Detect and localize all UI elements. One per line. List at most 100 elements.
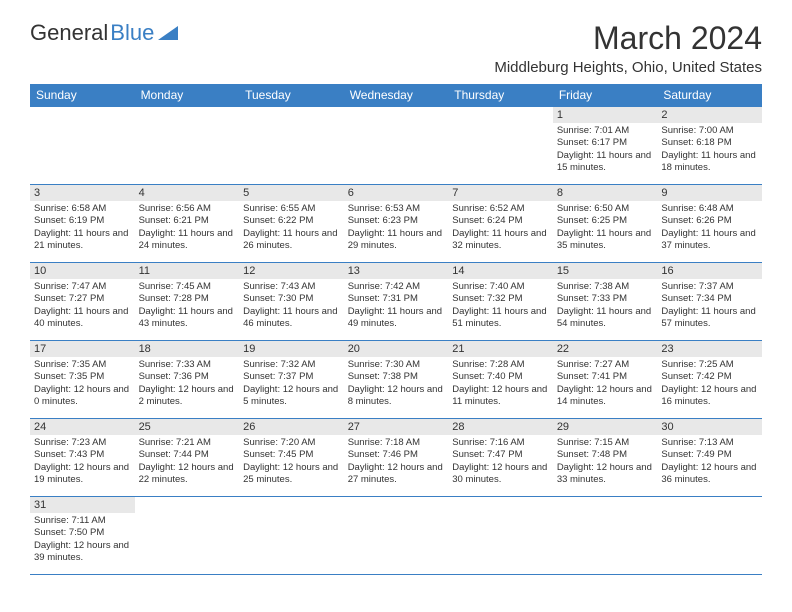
day-number: 17 <box>30 341 135 357</box>
day-details: Sunrise: 7:23 AMSunset: 7:43 PMDaylight:… <box>30 435 135 488</box>
calendar-cell: 8Sunrise: 6:50 AMSunset: 6:25 PMDaylight… <box>553 185 658 263</box>
calendar-row: 3Sunrise: 6:58 AMSunset: 6:19 PMDaylight… <box>30 185 762 263</box>
calendar-table: SundayMondayTuesdayWednesdayThursdayFrid… <box>30 84 762 575</box>
calendar-cell: 31Sunrise: 7:11 AMSunset: 7:50 PMDayligh… <box>30 497 135 575</box>
calendar-cell: 4Sunrise: 6:56 AMSunset: 6:21 PMDaylight… <box>135 185 240 263</box>
day-number: 30 <box>657 419 762 435</box>
day-number: 27 <box>344 419 449 435</box>
calendar-cell <box>657 497 762 575</box>
day-number: 16 <box>657 263 762 279</box>
day-number: 9 <box>657 185 762 201</box>
calendar-cell: 19Sunrise: 7:32 AMSunset: 7:37 PMDayligh… <box>239 341 344 419</box>
day-details: Sunrise: 6:53 AMSunset: 6:23 PMDaylight:… <box>344 201 449 254</box>
day-details: Sunrise: 7:45 AMSunset: 7:28 PMDaylight:… <box>135 279 240 332</box>
day-number: 28 <box>448 419 553 435</box>
calendar-cell: 29Sunrise: 7:15 AMSunset: 7:48 PMDayligh… <box>553 419 658 497</box>
calendar-cell: 25Sunrise: 7:21 AMSunset: 7:44 PMDayligh… <box>135 419 240 497</box>
calendar-cell: 22Sunrise: 7:27 AMSunset: 7:41 PMDayligh… <box>553 341 658 419</box>
logo: GeneralBlue <box>30 20 178 46</box>
day-details: Sunrise: 7:30 AMSunset: 7:38 PMDaylight:… <box>344 357 449 410</box>
day-number: 25 <box>135 419 240 435</box>
calendar-cell <box>448 107 553 185</box>
day-details: Sunrise: 7:20 AMSunset: 7:45 PMDaylight:… <box>239 435 344 488</box>
day-number: 31 <box>30 497 135 513</box>
day-details: Sunrise: 7:43 AMSunset: 7:30 PMDaylight:… <box>239 279 344 332</box>
calendar-cell: 23Sunrise: 7:25 AMSunset: 7:42 PMDayligh… <box>657 341 762 419</box>
weekday-header: Wednesday <box>344 84 449 107</box>
day-number: 2 <box>657 107 762 123</box>
calendar-cell: 30Sunrise: 7:13 AMSunset: 7:49 PMDayligh… <box>657 419 762 497</box>
calendar-cell: 6Sunrise: 6:53 AMSunset: 6:23 PMDaylight… <box>344 185 449 263</box>
calendar-cell: 9Sunrise: 6:48 AMSunset: 6:26 PMDaylight… <box>657 185 762 263</box>
day-number: 21 <box>448 341 553 357</box>
calendar-cell <box>448 497 553 575</box>
day-details: Sunrise: 7:16 AMSunset: 7:47 PMDaylight:… <box>448 435 553 488</box>
day-details: Sunrise: 7:37 AMSunset: 7:34 PMDaylight:… <box>657 279 762 332</box>
day-details: Sunrise: 6:52 AMSunset: 6:24 PMDaylight:… <box>448 201 553 254</box>
logo-text-blue: Blue <box>110 20 154 46</box>
calendar-cell <box>553 497 658 575</box>
day-details: Sunrise: 6:55 AMSunset: 6:22 PMDaylight:… <box>239 201 344 254</box>
day-number: 1 <box>553 107 658 123</box>
day-details: Sunrise: 7:35 AMSunset: 7:35 PMDaylight:… <box>30 357 135 410</box>
day-number: 5 <box>239 185 344 201</box>
header: GeneralBlue March 2024 Middleburg Height… <box>30 20 762 76</box>
logo-text-general: General <box>30 20 108 46</box>
weekday-header: Sunday <box>30 84 135 107</box>
calendar-cell <box>135 497 240 575</box>
calendar-row: 24Sunrise: 7:23 AMSunset: 7:43 PMDayligh… <box>30 419 762 497</box>
day-details: Sunrise: 7:47 AMSunset: 7:27 PMDaylight:… <box>30 279 135 332</box>
day-number: 23 <box>657 341 762 357</box>
day-number: 19 <box>239 341 344 357</box>
day-details: Sunrise: 7:28 AMSunset: 7:40 PMDaylight:… <box>448 357 553 410</box>
weekday-header: Tuesday <box>239 84 344 107</box>
day-number: 29 <box>553 419 658 435</box>
day-details: Sunrise: 6:48 AMSunset: 6:26 PMDaylight:… <box>657 201 762 254</box>
day-details: Sunrise: 7:27 AMSunset: 7:41 PMDaylight:… <box>553 357 658 410</box>
day-details: Sunrise: 7:00 AMSunset: 6:18 PMDaylight:… <box>657 123 762 176</box>
day-number: 22 <box>553 341 658 357</box>
calendar-cell: 27Sunrise: 7:18 AMSunset: 7:46 PMDayligh… <box>344 419 449 497</box>
day-number: 6 <box>344 185 449 201</box>
calendar-cell: 5Sunrise: 6:55 AMSunset: 6:22 PMDaylight… <box>239 185 344 263</box>
weekday-header-row: SundayMondayTuesdayWednesdayThursdayFrid… <box>30 84 762 107</box>
calendar-cell: 12Sunrise: 7:43 AMSunset: 7:30 PMDayligh… <box>239 263 344 341</box>
day-number: 14 <box>448 263 553 279</box>
day-number: 18 <box>135 341 240 357</box>
calendar-row: 31Sunrise: 7:11 AMSunset: 7:50 PMDayligh… <box>30 497 762 575</box>
calendar-cell: 14Sunrise: 7:40 AMSunset: 7:32 PMDayligh… <box>448 263 553 341</box>
day-number: 24 <box>30 419 135 435</box>
calendar-cell: 13Sunrise: 7:42 AMSunset: 7:31 PMDayligh… <box>344 263 449 341</box>
calendar-cell: 16Sunrise: 7:37 AMSunset: 7:34 PMDayligh… <box>657 263 762 341</box>
calendar-cell: 3Sunrise: 6:58 AMSunset: 6:19 PMDaylight… <box>30 185 135 263</box>
calendar-cell <box>239 497 344 575</box>
day-details: Sunrise: 7:38 AMSunset: 7:33 PMDaylight:… <box>553 279 658 332</box>
day-details: Sunrise: 7:01 AMSunset: 6:17 PMDaylight:… <box>553 123 658 176</box>
logo-triangle-icon <box>158 20 178 46</box>
calendar-cell <box>344 107 449 185</box>
day-number: 12 <box>239 263 344 279</box>
day-number: 11 <box>135 263 240 279</box>
day-details: Sunrise: 7:15 AMSunset: 7:48 PMDaylight:… <box>553 435 658 488</box>
calendar-cell: 1Sunrise: 7:01 AMSunset: 6:17 PMDaylight… <box>553 107 658 185</box>
day-number: 8 <box>553 185 658 201</box>
calendar-cell: 17Sunrise: 7:35 AMSunset: 7:35 PMDayligh… <box>30 341 135 419</box>
day-details: Sunrise: 7:18 AMSunset: 7:46 PMDaylight:… <box>344 435 449 488</box>
calendar-cell <box>239 107 344 185</box>
calendar-row: 1Sunrise: 7:01 AMSunset: 6:17 PMDaylight… <box>30 107 762 185</box>
day-number: 13 <box>344 263 449 279</box>
month-title: March 2024 <box>494 20 762 57</box>
day-details: Sunrise: 7:40 AMSunset: 7:32 PMDaylight:… <box>448 279 553 332</box>
title-block: March 2024 Middleburg Heights, Ohio, Uni… <box>494 20 762 76</box>
day-details: Sunrise: 7:25 AMSunset: 7:42 PMDaylight:… <box>657 357 762 410</box>
calendar-cell <box>135 107 240 185</box>
calendar-cell: 15Sunrise: 7:38 AMSunset: 7:33 PMDayligh… <box>553 263 658 341</box>
day-details: Sunrise: 6:56 AMSunset: 6:21 PMDaylight:… <box>135 201 240 254</box>
day-details: Sunrise: 6:50 AMSunset: 6:25 PMDaylight:… <box>553 201 658 254</box>
weekday-header: Thursday <box>448 84 553 107</box>
calendar-cell: 24Sunrise: 7:23 AMSunset: 7:43 PMDayligh… <box>30 419 135 497</box>
calendar-cell: 18Sunrise: 7:33 AMSunset: 7:36 PMDayligh… <box>135 341 240 419</box>
calendar-cell: 11Sunrise: 7:45 AMSunset: 7:28 PMDayligh… <box>135 263 240 341</box>
day-details: Sunrise: 7:21 AMSunset: 7:44 PMDaylight:… <box>135 435 240 488</box>
calendar-cell: 2Sunrise: 7:00 AMSunset: 6:18 PMDaylight… <box>657 107 762 185</box>
